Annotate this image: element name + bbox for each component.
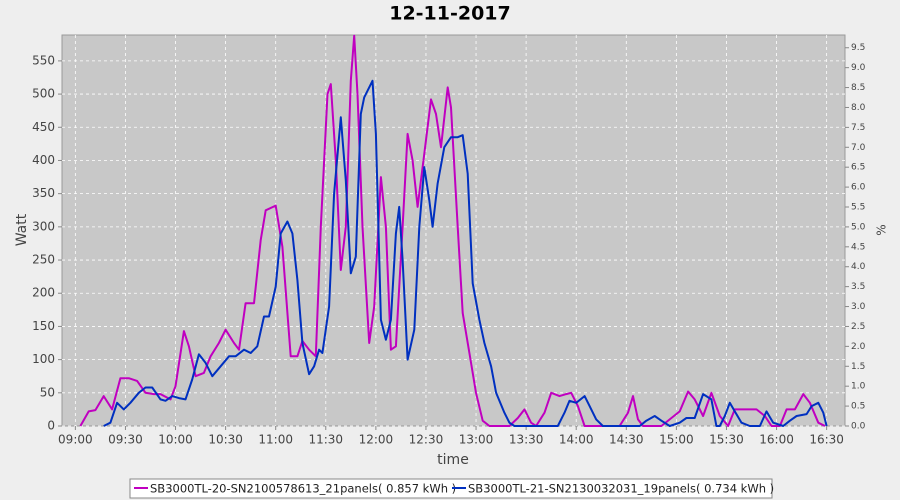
y-tick-label: 350 <box>32 186 55 200</box>
x-tick-label: 12:30 <box>409 433 444 447</box>
legend-label: SB3000TL-20-SN2100578613_21panels( 0.857… <box>150 482 456 496</box>
y-axis-label: Watt <box>14 213 30 246</box>
legend-label: SB3000TL-21-SN2130032031_19panels( 0.734… <box>468 482 774 496</box>
series-line <box>103 79 828 427</box>
legend <box>129 478 773 499</box>
x-tick-label: 11:30 <box>308 433 343 447</box>
y2-tick-label: 7.0 <box>851 143 866 153</box>
y2-axis-label: % <box>875 224 889 235</box>
y2-tick-label: 6.0 <box>851 183 866 193</box>
y2-tick-label: 7.5 <box>851 123 865 133</box>
y2-tick-label: 3.5 <box>851 282 865 292</box>
y-tick-label: 0 <box>47 419 55 433</box>
y-tick-label: 50 <box>40 385 55 399</box>
y2-tick-label: 9.5 <box>851 43 865 53</box>
y2-tick-label: 8.5 <box>851 83 865 93</box>
y-tick-label: 550 <box>32 53 55 67</box>
x-tick-label: 14:30 <box>609 433 644 447</box>
x-tick-label: 16:00 <box>759 433 794 447</box>
y-tick-label: 100 <box>32 352 55 366</box>
x-axis-label: time <box>437 452 469 468</box>
y-tick-label: 400 <box>32 153 55 167</box>
y-tick-label: 200 <box>32 286 55 300</box>
x-tick-label: 14:00 <box>559 433 594 447</box>
y-tick-label: 500 <box>32 87 55 101</box>
x-tick-label: 10:30 <box>208 433 243 447</box>
x-tick-label: 10:00 <box>158 433 193 447</box>
series-line <box>79 34 826 427</box>
x-tick-label: 16:30 <box>809 433 844 447</box>
x-tick-label: 15:30 <box>709 433 744 447</box>
y2-tick-label: 4.0 <box>851 262 866 272</box>
y2-tick-label: 4.5 <box>851 242 865 252</box>
y2-tick-label: 3.0 <box>851 302 866 312</box>
y2-tick-label: 0.5 <box>851 402 865 412</box>
x-tick-label: 13:00 <box>459 433 494 447</box>
y2-tick-label: 0.0 <box>851 422 866 432</box>
chart-title: 12-11-2017 <box>389 3 511 25</box>
x-tick-label: 09:00 <box>58 433 93 447</box>
y2-tick-label: 6.5 <box>851 163 865 173</box>
y-tick-label: 250 <box>32 253 55 267</box>
x-tick-label: 09:30 <box>108 433 143 447</box>
y2-tick-label: 8.0 <box>851 103 866 113</box>
x-tick-label: 11:00 <box>258 433 293 447</box>
y2-tick-label: 1.0 <box>851 382 866 392</box>
y2-tick-label: 5.0 <box>851 222 866 232</box>
x-tick-label: 15:00 <box>659 433 694 447</box>
y2-tick-label: 9.0 <box>851 63 866 73</box>
y2-tick-label: 5.5 <box>851 203 865 213</box>
y2-tick-label: 1.5 <box>851 362 865 372</box>
y-tick-label: 450 <box>32 120 55 134</box>
plot-area <box>61 34 846 427</box>
x-tick-label: 13:30 <box>509 433 544 447</box>
x-tick-label: 12:00 <box>359 433 394 447</box>
y-tick-label: 300 <box>32 219 55 233</box>
y2-tick-label: 2.0 <box>851 342 866 352</box>
y-tick-label: 150 <box>32 319 55 333</box>
y2-tick-label: 2.5 <box>851 322 865 332</box>
